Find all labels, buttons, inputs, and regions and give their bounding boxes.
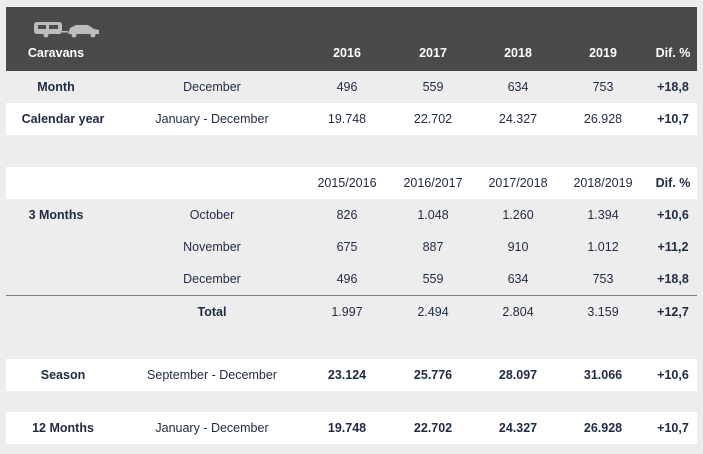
- month-row: Month December 496 559 634 753 +18,8: [6, 71, 697, 103]
- season-header-4: 2018/2019: [573, 176, 633, 190]
- row-value: 19.748: [327, 112, 367, 126]
- row-value: 496: [336, 80, 358, 94]
- season-header-dif: Dif. %: [655, 176, 691, 190]
- row-dif: +11,2: [657, 240, 689, 254]
- row-period: January - December: [155, 112, 269, 126]
- row-value: 753: [592, 80, 614, 94]
- season-header-1: 2015/2016: [317, 176, 377, 190]
- row-value: 753: [592, 272, 614, 286]
- row-period: November: [183, 240, 241, 254]
- row-value: 559: [422, 272, 444, 286]
- row-value: 496: [336, 272, 358, 286]
- table-header: Caravans 2016 2017 2018 2019 Dif. %: [6, 7, 697, 71]
- row-value: 1.997: [331, 305, 363, 319]
- row-period: October: [189, 208, 235, 222]
- header-dif: Dif. %: [655, 46, 691, 60]
- header-year-2: 2017: [419, 46, 447, 60]
- row-value: 1.260: [502, 208, 534, 222]
- row-label: Calendar year: [21, 112, 105, 126]
- row-value: 22.702: [413, 421, 453, 435]
- row-value: 26.928: [583, 112, 623, 126]
- row-value: 28.097: [498, 368, 538, 382]
- header-year-4: 2019: [589, 46, 617, 60]
- three-months-row: December 496 559 634 753 +18,8: [6, 263, 697, 295]
- row-value: 24.327: [498, 421, 538, 435]
- row-dif: +10,6: [657, 208, 689, 222]
- row-value: 2.804: [502, 305, 534, 319]
- row-label: 12 Months: [32, 421, 94, 435]
- row-value: 19.748: [327, 421, 367, 435]
- row-value: 887: [422, 240, 444, 254]
- row-dif: +18,8: [657, 272, 689, 286]
- row-dif: +18,8: [657, 80, 689, 94]
- row-value: 826: [336, 208, 358, 222]
- three-months-row: November 675 887 910 1.012 +11,2: [6, 231, 697, 263]
- row-period: January - December: [155, 421, 269, 435]
- header-year-1: 2016: [333, 46, 361, 60]
- season-row: Season September - December 23.124 25.77…: [6, 359, 697, 391]
- season-header-3: 2017/2018: [488, 176, 548, 190]
- row-value: 3.159: [587, 305, 619, 319]
- row-value: 23.124: [327, 368, 367, 382]
- caravan-and-car-icon: [32, 21, 102, 44]
- row-value: 31.066: [583, 368, 623, 382]
- total-label: Total: [197, 305, 227, 319]
- row-value: 1.048: [417, 208, 449, 222]
- row-label: Season: [40, 368, 86, 382]
- row-value: 22.702: [413, 112, 453, 126]
- twelve-months-row: 12 Months January - December 19.748 22.7…: [6, 412, 697, 444]
- row-value: 559: [422, 80, 444, 94]
- header-title: Caravans: [27, 46, 85, 60]
- header-year-3: 2018: [504, 46, 532, 60]
- row-period: September - December: [147, 368, 277, 382]
- three-months-row: 3 Months October 826 1.048 1.260 1.394 +…: [6, 199, 697, 231]
- row-value: 675: [336, 240, 358, 254]
- row-value: 634: [507, 272, 529, 286]
- row-dif: +12,7: [657, 305, 689, 319]
- row-dif: +10,7: [657, 112, 689, 126]
- total-divider: [6, 295, 697, 296]
- calendar-year-row: Calendar year January - December 19.748 …: [6, 103, 697, 135]
- row-period: December: [183, 80, 241, 94]
- row-value: 25.776: [413, 368, 453, 382]
- season-header-2: 2016/2017: [403, 176, 463, 190]
- row-value: 1.012: [587, 240, 619, 254]
- row-value: 1.394: [587, 208, 619, 222]
- row-period: December: [183, 272, 241, 286]
- season-header-row: 2015/2016 2016/2017 2017/2018 2018/2019 …: [6, 167, 697, 199]
- row-value: 26.928: [583, 421, 623, 435]
- total-row: Total 1.997 2.494 2.804 3.159 +12,7: [6, 296, 697, 328]
- row-dif: +10,7: [657, 421, 689, 435]
- row-value: 2.494: [417, 305, 449, 319]
- row-value: 24.327: [498, 112, 538, 126]
- row-dif: +10,6: [657, 368, 689, 382]
- row-label: Month: [37, 80, 75, 94]
- row-label: 3 Months: [28, 208, 84, 222]
- row-value: 634: [507, 80, 529, 94]
- row-value: 910: [507, 240, 529, 254]
